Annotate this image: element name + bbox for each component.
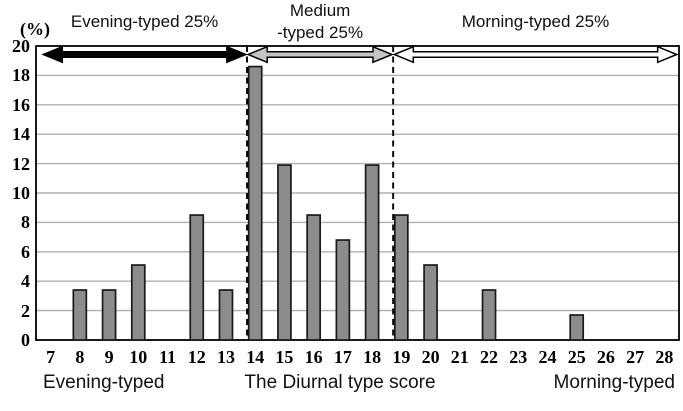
x-tick-17: 17: [333, 347, 352, 367]
y-tick-2: 2: [21, 300, 30, 321]
x-tick-23: 23: [509, 347, 528, 367]
bar-score-8: [72, 289, 88, 341]
bar-score-14: [247, 65, 263, 341]
y-tick-6: 6: [21, 241, 30, 262]
bar-score-13: [218, 289, 234, 341]
evening-region-label-line: Evening-typed 25%: [70, 12, 219, 31]
x-tick-15: 15: [275, 347, 294, 367]
morning-region-label: Morning-typed 25%: [462, 11, 609, 33]
bar-score-15: [277, 164, 292, 341]
morning-typed-axis-label: Morning-typed: [553, 372, 675, 393]
bar-score-19: [393, 214, 409, 341]
y-tick-12: 12: [12, 153, 30, 174]
x-tick-24: 24: [538, 347, 557, 367]
bar-score-18: [364, 164, 380, 341]
x-tick-9: 9: [104, 347, 114, 367]
bar-score-25: [569, 314, 585, 341]
x-tick-14: 14: [246, 347, 265, 367]
y-tick-20: 20: [12, 36, 30, 56]
y-tick-14: 14: [12, 124, 30, 145]
medium-region-label-line: -typed 25%: [277, 23, 364, 42]
y-tick-0: 0: [21, 330, 30, 350]
x-tick-26: 26: [596, 347, 615, 367]
x-tick-21: 21: [450, 347, 469, 367]
x-tick-22: 22: [480, 347, 499, 367]
x-tick-13: 13: [216, 347, 235, 367]
medium-region-label: Medium -typed 25%: [277, 0, 363, 44]
y-tick-16: 16: [12, 94, 30, 115]
y-axis-unit-label: (%): [20, 19, 50, 39]
y-tick-8: 8: [21, 212, 30, 233]
y-tick-18: 18: [12, 65, 30, 86]
bar-score-20: [423, 264, 438, 341]
evening-typed-axis-label: Evening-typed: [43, 372, 165, 393]
y-tick-4: 4: [21, 271, 30, 292]
medium-quartile-arrow: [246, 45, 394, 64]
x-tick-8: 8: [75, 347, 85, 367]
bar-score-12: [189, 214, 205, 341]
x-tick-19: 19: [392, 347, 411, 367]
x-tick-10: 10: [129, 347, 148, 367]
medium-region-label-line: Medium: [289, 1, 351, 20]
x-axis-title: The Diurnal type score: [244, 372, 436, 393]
x-tick-11: 11: [159, 347, 177, 367]
x-tick-25: 25: [567, 347, 586, 367]
bar-score-10: [130, 264, 146, 341]
x-tick-18: 18: [363, 347, 382, 367]
x-tick-12: 12: [187, 347, 206, 367]
bar-score-22: [481, 289, 497, 341]
bar-score-17: [335, 239, 351, 341]
x-tick-7: 7: [46, 347, 56, 367]
plot-border: [35, 45, 680, 341]
bar-score-9: [101, 289, 117, 341]
x-tick-20: 20: [421, 347, 440, 367]
evening-region-label: Evening-typed 25%: [71, 11, 218, 33]
x-tick-28: 28: [655, 347, 674, 367]
x-tick-27: 27: [626, 347, 645, 367]
x-tick-16: 16: [304, 347, 323, 367]
bar-score-16: [306, 214, 322, 341]
morning-region-label-line: Morning-typed 25%: [461, 12, 610, 31]
y-tick-10: 10: [12, 183, 30, 203]
morning-quartile-arrow: [392, 45, 679, 64]
evening-quartile-arrow: [41, 45, 248, 64]
